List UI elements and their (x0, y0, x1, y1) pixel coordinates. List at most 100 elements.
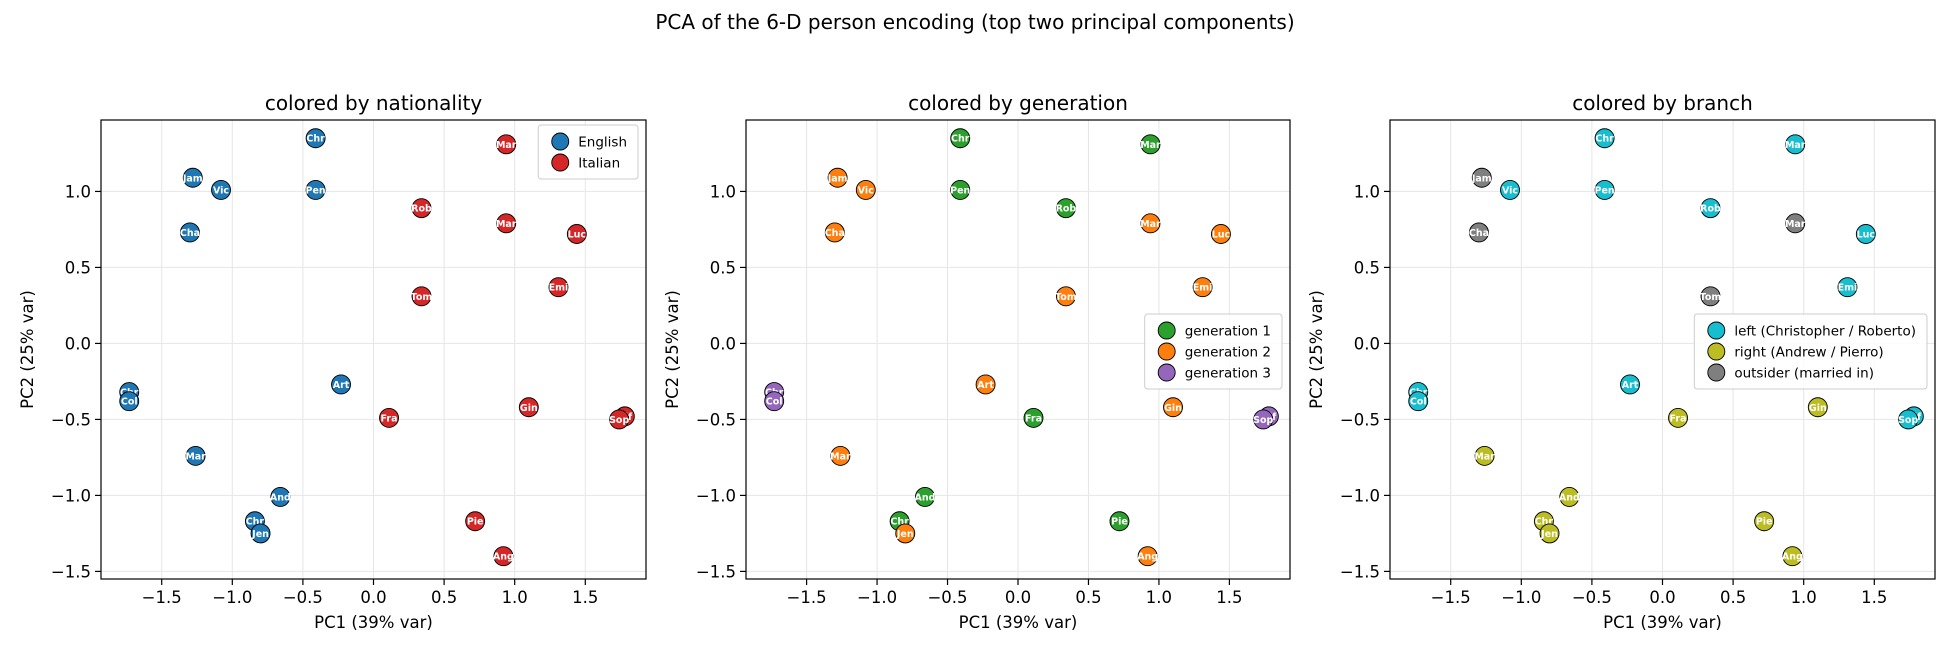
data-point (1898, 409, 1919, 430)
data-point (1469, 222, 1489, 243)
data-points: Chr Mar Jam Vic Pen Rob Mar Cha Luc Emi Tom Art Chr C… (764, 128, 1279, 567)
legend-label: Italian (578, 156, 620, 172)
data-point (895, 523, 916, 544)
x-tick-label: 1.5 (1861, 588, 1887, 607)
x-tick-label: −1.5 (787, 588, 827, 607)
point-label: Chr (1595, 134, 1614, 145)
data-point (830, 445, 851, 466)
x-axis-label: PC1 (39% var) (959, 613, 1078, 632)
y-tick-label: −0.5 (51, 410, 91, 429)
data-point (1559, 486, 1580, 507)
point-label: Art (333, 380, 350, 391)
point-label: Gin (1809, 403, 1827, 414)
data-point (1785, 134, 1806, 155)
data-point (1837, 277, 1858, 298)
point-label: Col (1410, 397, 1427, 408)
legend: English Italian (537, 124, 639, 180)
data-point (566, 224, 587, 244)
point-label: Mar (1140, 140, 1161, 151)
data-point (1668, 407, 1688, 428)
data-point (1253, 409, 1274, 430)
y-tick-label: 0.5 (65, 258, 91, 277)
data-point (411, 286, 432, 307)
data-point (975, 374, 996, 395)
data-point (1807, 397, 1828, 418)
data-point (496, 213, 517, 234)
point-label: Fra (1670, 413, 1687, 424)
x-tick-label: 0.5 (431, 588, 457, 607)
y-tick-label: 1.0 (710, 182, 736, 201)
x-axis-label: PC1 (39% var) (1603, 613, 1722, 632)
x-tick-label: −1.0 (212, 588, 252, 607)
x-tick-label: 0.0 (1649, 588, 1675, 607)
data-point (1620, 374, 1640, 395)
point-label: Rob (411, 204, 432, 215)
point-label: Pie (467, 517, 484, 528)
axes-frame (745, 119, 1291, 580)
point-label: Cha (1469, 228, 1489, 239)
y-axis-label: PC2 (25% var) (18, 290, 37, 409)
legend-label: generation 1 (1185, 324, 1271, 340)
y-tick-label: 0.0 (710, 334, 736, 353)
data-point (331, 374, 351, 395)
legend-label: generation 3 (1185, 366, 1271, 382)
point-label: Gin (520, 403, 538, 414)
point-label: Art (977, 380, 994, 391)
grid-lines (101, 120, 646, 579)
data-point (305, 179, 326, 200)
x-tick-label: 0.0 (360, 588, 386, 607)
point-label: Art (1622, 380, 1639, 391)
data-point (1055, 198, 1076, 219)
point-label: Rob (1056, 204, 1077, 215)
data-point (1023, 407, 1044, 428)
y-tick-label: −1.0 (696, 486, 736, 505)
point-label: Jen (251, 529, 269, 540)
point-label: Sop (609, 415, 629, 426)
x-tick-label: 0.0 (1005, 588, 1031, 607)
legend-label: right (Andrew / Pierro) (1734, 345, 1883, 361)
data-point (824, 222, 845, 243)
point-label: Pen (306, 185, 326, 196)
data-point (1140, 134, 1161, 155)
data-point (1754, 511, 1775, 532)
point-label: And (915, 492, 936, 503)
data-point (411, 198, 432, 219)
point-label: Chr (1535, 517, 1554, 528)
data-point (496, 134, 517, 155)
y-tick-label: 1.0 (1354, 182, 1380, 201)
y-tick-label: −1.0 (51, 486, 91, 505)
point-label: Mar (1140, 219, 1161, 230)
point-label: Emi (549, 283, 569, 294)
x-tick-label: −1.5 (1431, 588, 1471, 607)
x-tick-label: 1.5 (1216, 588, 1242, 607)
y-tick-label: 0.0 (65, 334, 91, 353)
point-label: Ang (1137, 552, 1158, 563)
data-point (827, 167, 848, 188)
point-label: Mar (185, 451, 206, 462)
data-point (1700, 286, 1721, 307)
x-tick-label: 1.0 (502, 588, 528, 607)
y-tick-label: 0.5 (710, 258, 736, 277)
point-label: Mar (496, 219, 517, 230)
point-label: Ang (1782, 552, 1803, 563)
x-tick-label: −1.0 (1501, 588, 1541, 607)
x-tick-label: 0.5 (1075, 588, 1101, 607)
data-point (493, 546, 514, 567)
data-point (182, 167, 203, 188)
point-label: Luc (1212, 229, 1230, 240)
legend-label: English (578, 135, 627, 151)
legend-marker (1157, 363, 1176, 382)
legend-box (1693, 313, 1928, 390)
point-label: Emi (1838, 283, 1858, 294)
legend-marker (551, 153, 570, 172)
data-point (185, 445, 206, 466)
legend-label: outsider (married in) (1734, 366, 1874, 382)
data-point (1474, 445, 1495, 466)
panel-generation: −1.5 −1.0 −0.5 0.0 0.5 1.0 1.5 −1.5 −1.0 −0.5 0.0 0… (663, 91, 1291, 632)
data-point (518, 397, 539, 418)
legend: left (Christopher / Roberto) right (Andre… (1693, 313, 1928, 390)
x-axis-label: PC1 (39% var) (314, 613, 433, 632)
data-point (180, 222, 200, 243)
axes-frame (100, 119, 647, 580)
point-label: Mar (1785, 140, 1806, 151)
